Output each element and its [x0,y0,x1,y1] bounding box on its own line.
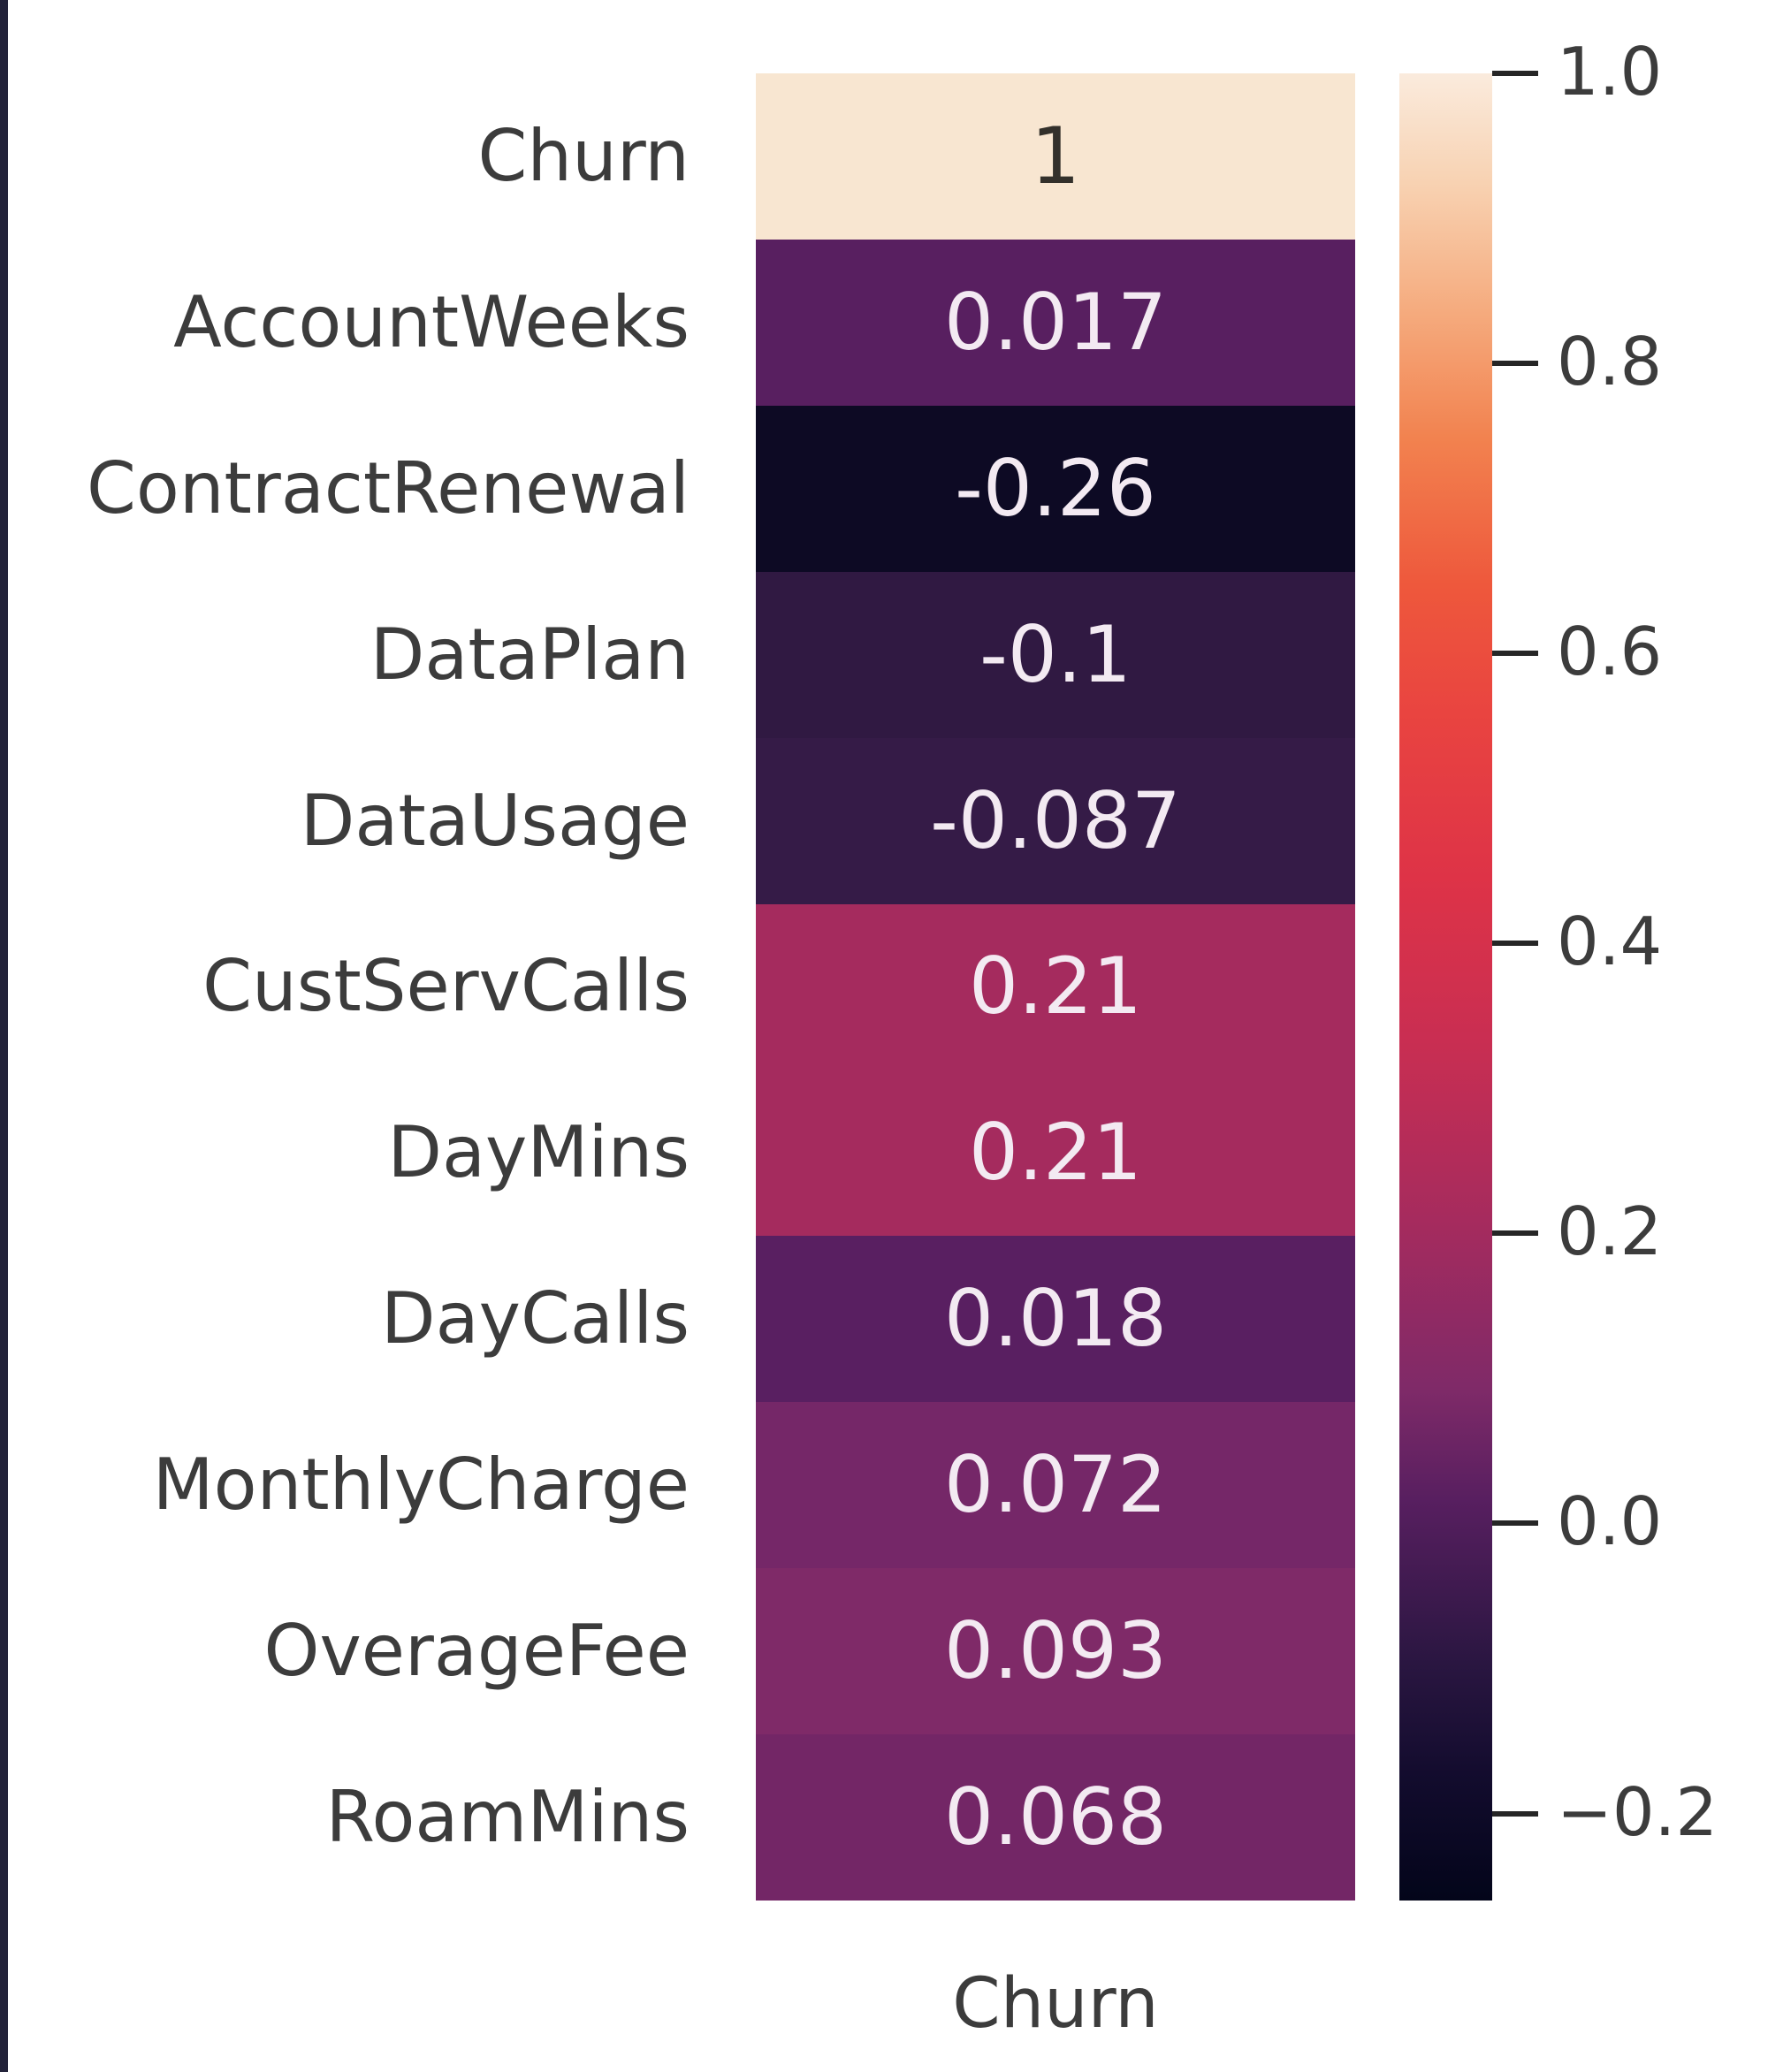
heatmap-cell-custservcalls: 0.21 [756,903,1355,1070]
heatmap-cell-daycalls: 0.018 [756,1236,1355,1403]
y-tick-label-overagefee: OverageFee [263,1610,690,1693]
colorbar-tick-mark-0.6 [1492,651,1538,657]
colorbar-tick-mark-−0.2 [1492,1810,1538,1817]
colorbar-tick-label-1.0: 1.0 [1557,33,1663,110]
colorbar-gradient [1399,73,1492,1901]
x-axis-tick-label: Churn [952,1964,1159,2044]
heatmap-cell-dataplan: -0.1 [756,571,1355,738]
colorbar-tick-label-0.6: 0.6 [1557,613,1663,691]
colorbar-tick-mark-0.8 [1492,361,1538,367]
heatmap-cell-daymins: 0.21 [756,1070,1355,1237]
y-axis-tick-labels: Churn AccountWeeks ContractRenewal DataPlan… [0,73,690,1901]
colorbar-tick-mark-0.4 [1492,941,1538,947]
y-tick-label-custservcalls: CustServCalls [202,945,690,1028]
colorbar-tick-label-0.2: 0.2 [1557,1192,1663,1271]
heatmap-cell-roammins: 0.068 [756,1734,1355,1901]
heatmap-cell-monthlycharge: 0.072 [756,1402,1355,1569]
colorbar-tick-label-−0.2: −0.2 [1557,1772,1718,1851]
y-tick-label-daymins: DayMins [387,1111,690,1194]
colorbar: 1.0 0.8 0.6 0.4 0.2 0.0 −0.2 [1399,39,1718,1901]
heatmap-cell-datausage: -0.087 [756,737,1355,904]
y-tick-label-contractrenewal: ContractRenewal [87,446,690,529]
heatmap-cell-overagefee: 0.093 [756,1568,1355,1735]
heatmap-cell-accountweeks: 0.017 [756,239,1355,406]
y-tick-label-datausage: DataUsage [300,779,690,862]
y-tick-label-churn: Churn [477,114,690,197]
y-tick-label-monthlycharge: MonthlyCharge [152,1444,690,1527]
heatmap-grid: 1 0.017 -0.26 -0.1 -0.087 0.21 0.21 0.018 0.072 0… [756,73,1355,1901]
colorbar-tick-mark-0.0 [1492,1520,1538,1527]
colorbar-tick-mark-0.2 [1492,1230,1538,1237]
colorbar-tick-mark-1.0 [1492,71,1538,76]
y-tick-label-roammins: RoamMins [325,1776,690,1859]
y-tick-label-accountweeks: AccountWeeks [173,280,690,363]
y-tick-label-daycalls: DayCalls [381,1277,690,1360]
colorbar-tick-label-0.0: 0.0 [1557,1482,1663,1561]
heatmap-cell-churn: 1 [756,73,1355,240]
colorbar-tick-label-0.8: 0.8 [1557,323,1663,401]
heatmap-cell-contractrenewal: -0.26 [756,405,1355,572]
window-edge-strip [0,0,8,2072]
y-tick-label-dataplan: DataPlan [370,613,690,696]
colorbar-tick-label-0.4: 0.4 [1557,903,1663,981]
